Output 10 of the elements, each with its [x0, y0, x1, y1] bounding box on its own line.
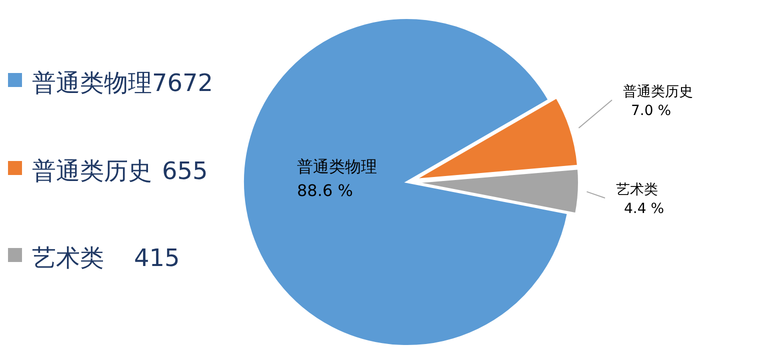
text: 415: [134, 244, 180, 272]
slice-label: 普通类历史: [623, 83, 693, 100]
slice-label: 艺术类: [616, 182, 658, 198]
data-label: 4.4 %: [624, 201, 664, 217]
legend-label: 艺术类: [32, 244, 104, 272]
legend-label: 普通类历史: [32, 157, 152, 185]
data-label: 7.0 %: [631, 103, 672, 119]
text: 655: [162, 157, 208, 185]
text: 7672: [152, 69, 214, 97]
legend-label: 普通类物理: [32, 69, 152, 97]
